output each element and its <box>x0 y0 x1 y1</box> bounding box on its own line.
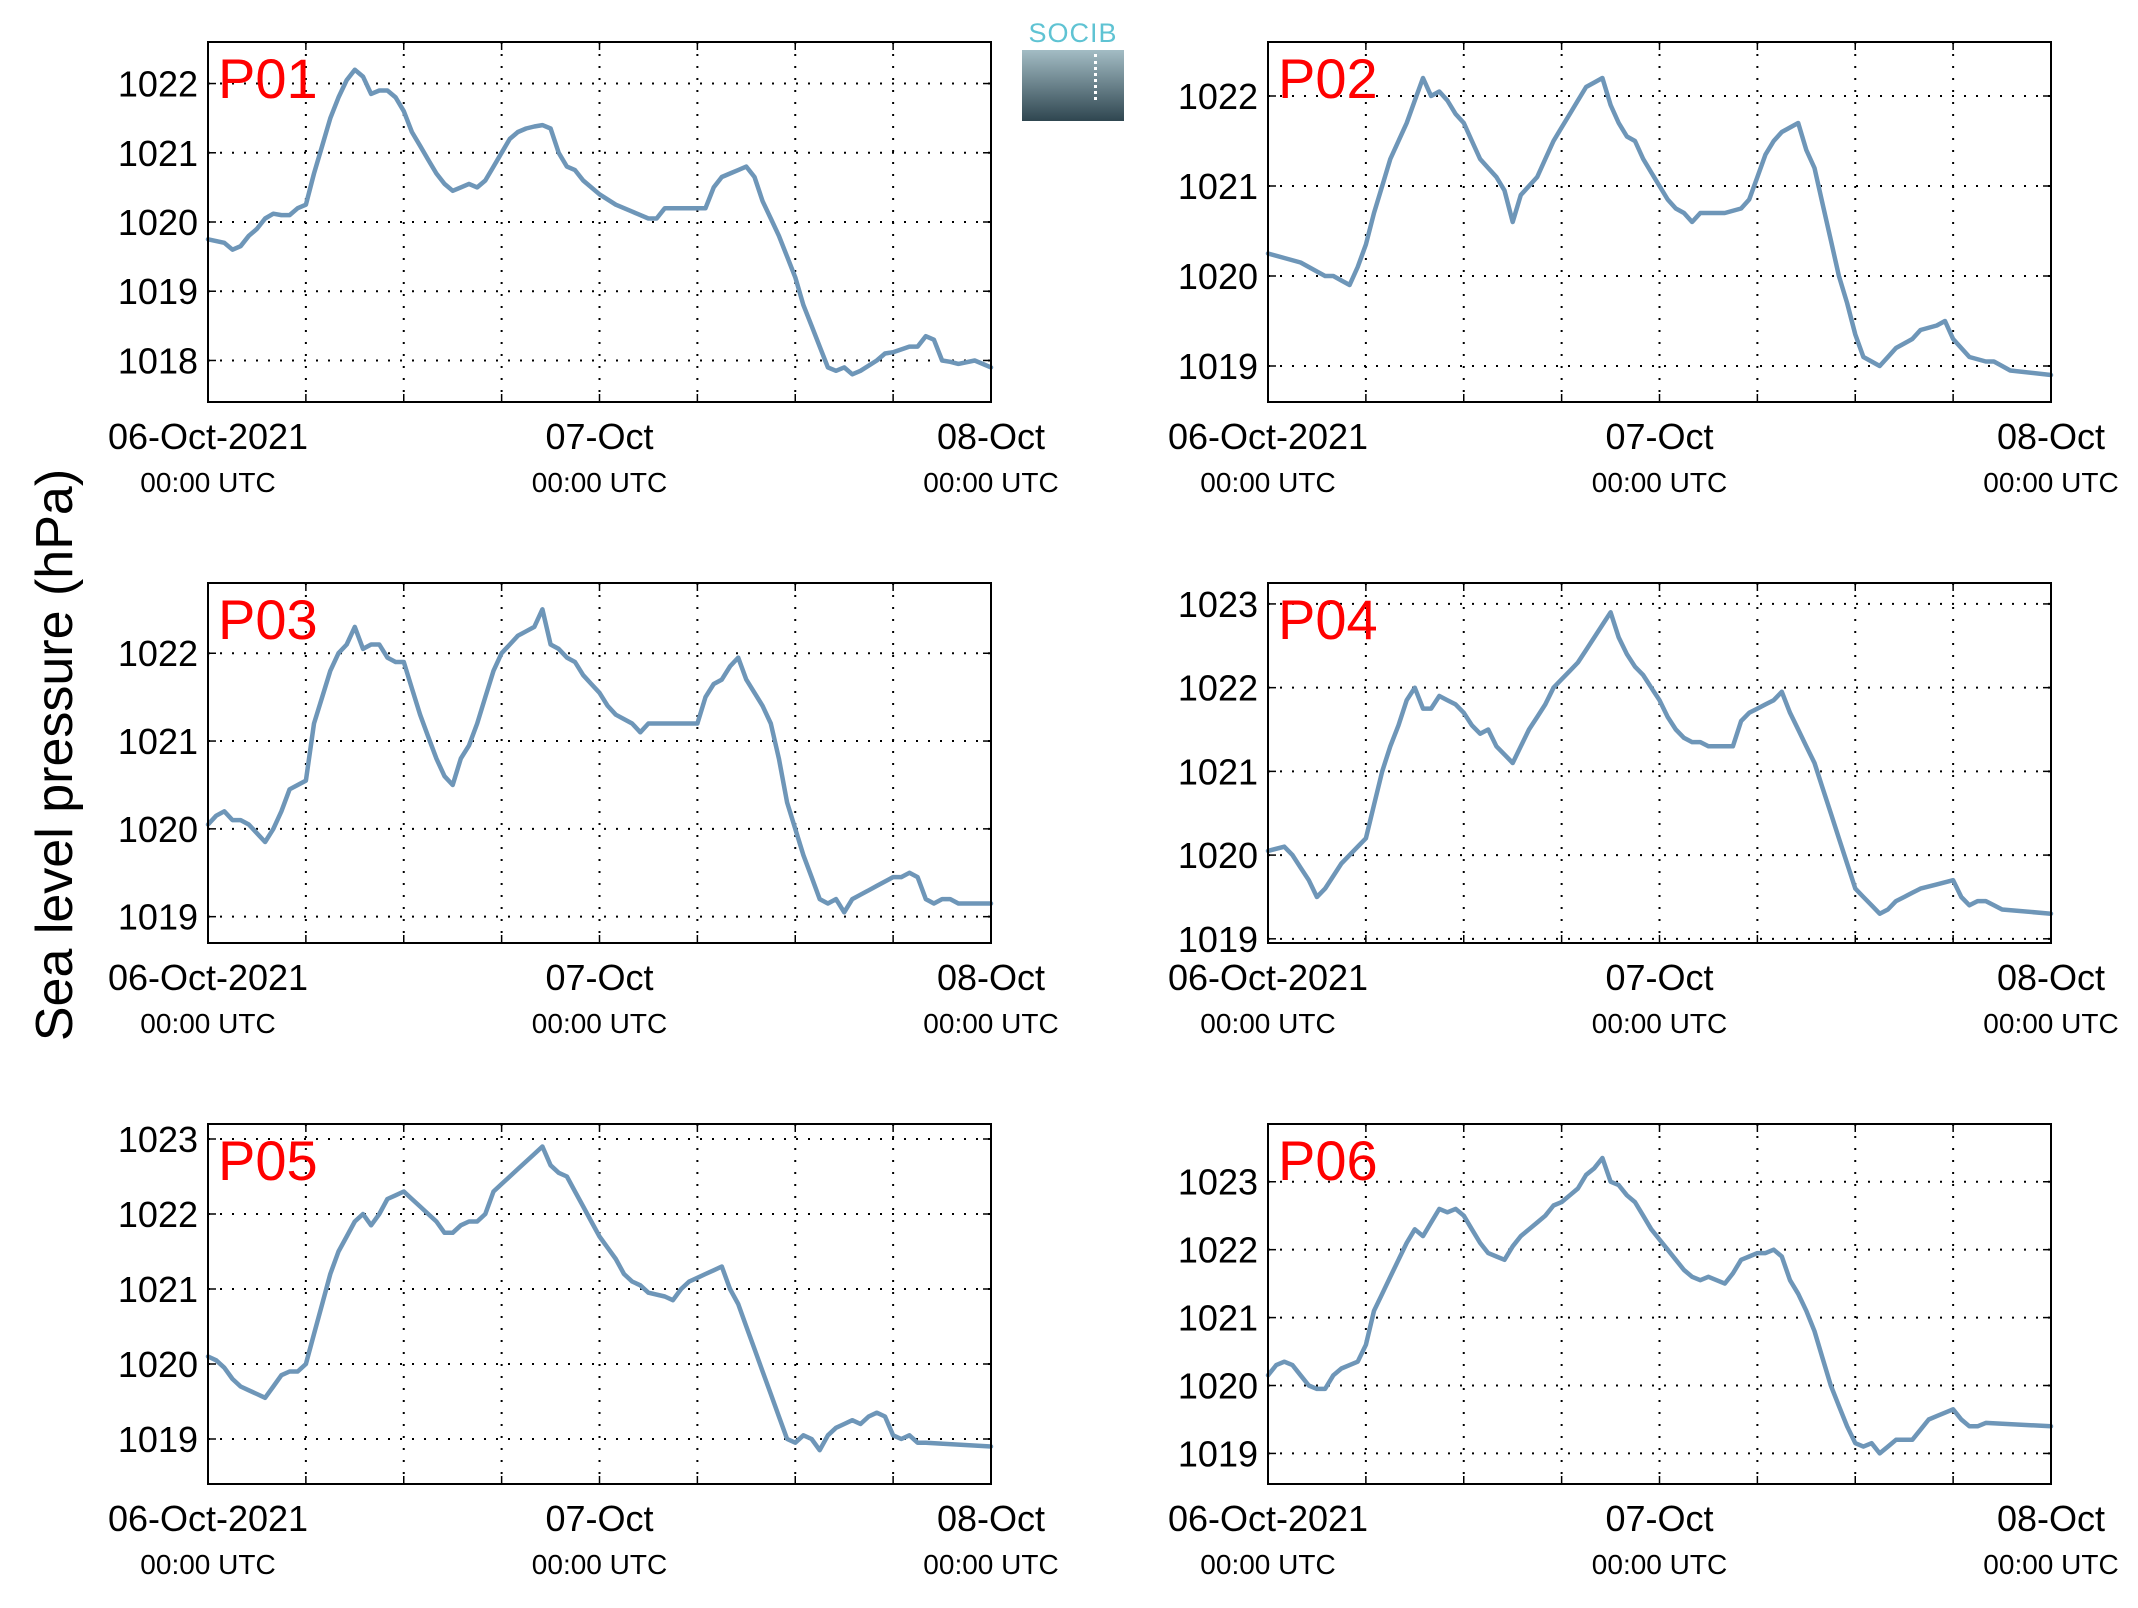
y-tick-label: 1019 <box>1178 919 1258 960</box>
panel-p05: 1019 1020 1021 1022 1023 06-Oct-2021 00:00 UTC… <box>108 1119 1059 1580</box>
x-tick-sublabel: 00:00 UTC <box>1592 1008 1727 1039</box>
y-tick-label: 1022 <box>1178 1230 1258 1271</box>
x-tick-label: 06-Oct-2021 <box>1168 416 1368 457</box>
panel-label: P05 <box>218 1129 318 1192</box>
x-tick-sublabel: 00:00 UTC <box>1200 1549 1335 1580</box>
y-tick-label: 1022 <box>118 64 198 105</box>
panel-label: P03 <box>218 588 318 651</box>
panel-label: P01 <box>218 47 318 110</box>
x-tick-label: 08-Oct <box>1997 1498 2105 1539</box>
x-tick-sublabel: 00:00 UTC <box>1983 1549 2118 1580</box>
panel-p01: 1018 1019 1020 1021 1022 06-Oct-2021 00:00 UTC… <box>108 42 1059 498</box>
pressure-line <box>208 609 991 912</box>
panel-p06: 1019 1020 1021 1022 1023 06-Oct-2021 00:00 UTC… <box>1168 1124 2119 1580</box>
x-tick-sublabel: 00:00 UTC <box>1592 1549 1727 1580</box>
logo-text: SOCIB <box>1022 18 1124 48</box>
x-tick-sublabel: 00:00 UTC <box>1200 1008 1335 1039</box>
x-tick-sublabel: 00:00 UTC <box>532 1549 667 1580</box>
y-tick-label: 1023 <box>118 1119 198 1160</box>
x-tick-label: 08-Oct <box>937 1498 1045 1539</box>
y-tick-label: 1020 <box>1178 1366 1258 1407</box>
socib-logo: SOCIB <box>1022 18 1124 121</box>
y-tick-label: 1020 <box>118 202 198 243</box>
x-tick-sublabel: 00:00 UTC <box>140 467 275 498</box>
x-tick-sublabel: 00:00 UTC <box>140 1008 275 1039</box>
y-tick-label: 1021 <box>1178 166 1258 207</box>
x-tick-label: 06-Oct-2021 <box>1168 1498 1368 1539</box>
y-tick-label: 1019 <box>118 1419 198 1460</box>
x-tick-label: 06-Oct-2021 <box>108 1498 308 1539</box>
x-tick-label: 06-Oct-2021 <box>108 416 308 457</box>
y-tick-label: 1021 <box>118 721 198 762</box>
x-tick-sublabel: 00:00 UTC <box>923 467 1058 498</box>
y-tick-label: 1022 <box>1178 668 1258 709</box>
x-tick-label: 07-Oct <box>1605 957 1713 998</box>
x-tick-sublabel: 00:00 UTC <box>923 1008 1058 1039</box>
y-tick-label: 1023 <box>1178 1162 1258 1203</box>
x-tick-sublabel: 00:00 UTC <box>1592 467 1727 498</box>
x-tick-label: 08-Oct <box>1997 957 2105 998</box>
y-tick-label: 1022 <box>118 1194 198 1235</box>
y-tick-label: 1020 <box>118 809 198 850</box>
x-tick-sublabel: 00:00 UTC <box>1983 467 2118 498</box>
x-tick-label: 07-Oct <box>545 957 653 998</box>
y-tick-label: 1019 <box>118 897 198 938</box>
x-tick-sublabel: 00:00 UTC <box>532 467 667 498</box>
y-tick-label: 1021 <box>1178 1298 1258 1339</box>
y-tick-label: 1020 <box>118 1344 198 1385</box>
x-tick-label: 07-Oct <box>1605 1498 1713 1539</box>
x-tick-label: 06-Oct-2021 <box>108 957 308 998</box>
panel-label: P06 <box>1278 1129 1378 1192</box>
y-tick-label: 1021 <box>118 1269 198 1310</box>
y-tick-label: 1019 <box>1178 346 1258 387</box>
pressure-line <box>208 1147 991 1451</box>
x-tick-sublabel: 00:00 UTC <box>923 1549 1058 1580</box>
y-tick-label: 1019 <box>1178 1433 1258 1474</box>
y-tick-label: 1020 <box>1178 835 1258 876</box>
logo-mark <box>1022 50 1124 121</box>
x-tick-sublabel: 00:00 UTC <box>140 1549 275 1580</box>
y-tick-label: 1022 <box>118 633 198 674</box>
x-tick-sublabel: 00:00 UTC <box>1200 467 1335 498</box>
x-tick-label: 08-Oct <box>937 416 1045 457</box>
y-tick-label: 1018 <box>118 340 198 381</box>
panel-p02: 1019 1020 1021 1022 06-Oct-2021 00:00 UTC 07-O… <box>1168 42 2119 498</box>
panel-p03: 1019 1020 1021 1022 06-Oct-2021 00:00 UTC 07-O… <box>108 583 1059 1039</box>
x-tick-label: 07-Oct <box>545 1498 653 1539</box>
y-tick-label: 1022 <box>1178 76 1258 117</box>
x-tick-label: 08-Oct <box>937 957 1045 998</box>
panel-label: P04 <box>1278 588 1378 651</box>
y-axis-label: Sea level pressure (hPa) <box>26 469 84 1041</box>
y-tick-label: 1023 <box>1178 584 1258 625</box>
y-tick-label: 1019 <box>118 271 198 312</box>
panel-p04: 1019 1020 1021 1022 1023 06-Oct-2021 00:00 UTC… <box>1168 583 2119 1039</box>
x-tick-label: 07-Oct <box>545 416 653 457</box>
y-tick-label: 1020 <box>1178 256 1258 297</box>
y-tick-label: 1021 <box>1178 751 1258 792</box>
panel-label: P02 <box>1278 47 1378 110</box>
x-tick-label: 06-Oct-2021 <box>1168 957 1368 998</box>
x-tick-label: 07-Oct <box>1605 416 1713 457</box>
x-tick-sublabel: 00:00 UTC <box>1983 1008 2118 1039</box>
x-tick-label: 08-Oct <box>1997 416 2105 457</box>
y-tick-label: 1021 <box>118 133 198 174</box>
x-tick-sublabel: 00:00 UTC <box>532 1008 667 1039</box>
